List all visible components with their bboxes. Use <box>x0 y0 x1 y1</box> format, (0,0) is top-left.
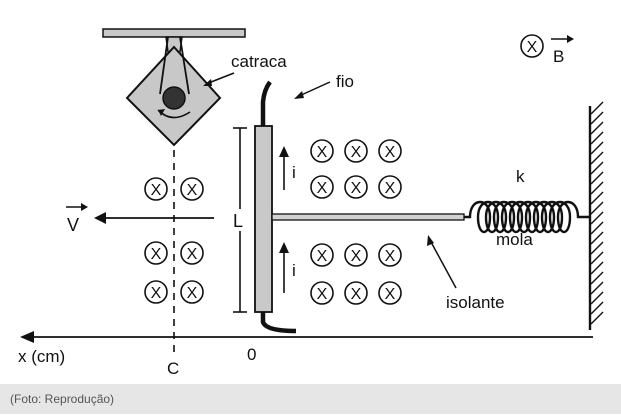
insulator-label: isolante <box>446 293 505 312</box>
field-x: X <box>151 246 162 263</box>
insulating-bar <box>271 213 465 221</box>
spring-label: mola <box>496 230 533 249</box>
axis-label: x (cm) <box>18 347 65 366</box>
field-circles-right <box>310 139 402 305</box>
field-x: X <box>351 286 362 303</box>
field-x: X <box>187 246 198 263</box>
velocity-label: V <box>67 215 79 235</box>
fio-arrow <box>298 81 331 97</box>
field-x: X <box>151 285 162 302</box>
wall <box>588 101 604 330</box>
ratchet <box>125 36 222 147</box>
length-label: L <box>233 211 243 231</box>
field-x: X <box>317 180 328 197</box>
field-x: X <box>385 180 396 197</box>
field-legend-circle <box>520 34 544 58</box>
spring-constant-label: k <box>516 167 525 186</box>
conducting-rod <box>254 125 273 313</box>
catraca-label: catraca <box>231 52 287 71</box>
current-label-upper: i <box>292 163 296 182</box>
wire-bottom <box>260 312 297 334</box>
field-x: X <box>385 248 396 265</box>
field-x: X <box>317 144 328 161</box>
fio-label: fio <box>336 72 354 91</box>
field-x: X <box>351 144 362 161</box>
wire-top <box>260 80 272 128</box>
field-x: X <box>317 248 328 265</box>
physics-diagram: catraca X X X X X X V L fio i i <box>18 28 604 378</box>
field-legend-x: X <box>527 39 538 56</box>
insulator-arrow <box>430 241 457 289</box>
origin-label: 0 <box>247 345 256 364</box>
spring <box>464 200 590 234</box>
caption-bar: (Foto: Reprodução) <box>0 384 621 414</box>
diagram-svg: catraca X X X X X X V L fio i i <box>18 28 604 378</box>
field-x: X <box>351 248 362 265</box>
field-x: X <box>187 285 198 302</box>
point-c-label: C <box>167 359 179 378</box>
field-circles-left <box>144 177 204 304</box>
field-x: X <box>385 144 396 161</box>
field-x: X <box>151 182 162 199</box>
field-legend-label: B <box>553 47 564 66</box>
ceiling-bar <box>102 28 246 38</box>
photo-credit: (Foto: Reprodução) <box>10 392 115 406</box>
field-x: X <box>385 286 396 303</box>
field-x: X <box>187 182 198 199</box>
field-x: X <box>317 286 328 303</box>
current-label-lower: i <box>292 261 296 280</box>
field-x: X <box>351 180 362 197</box>
